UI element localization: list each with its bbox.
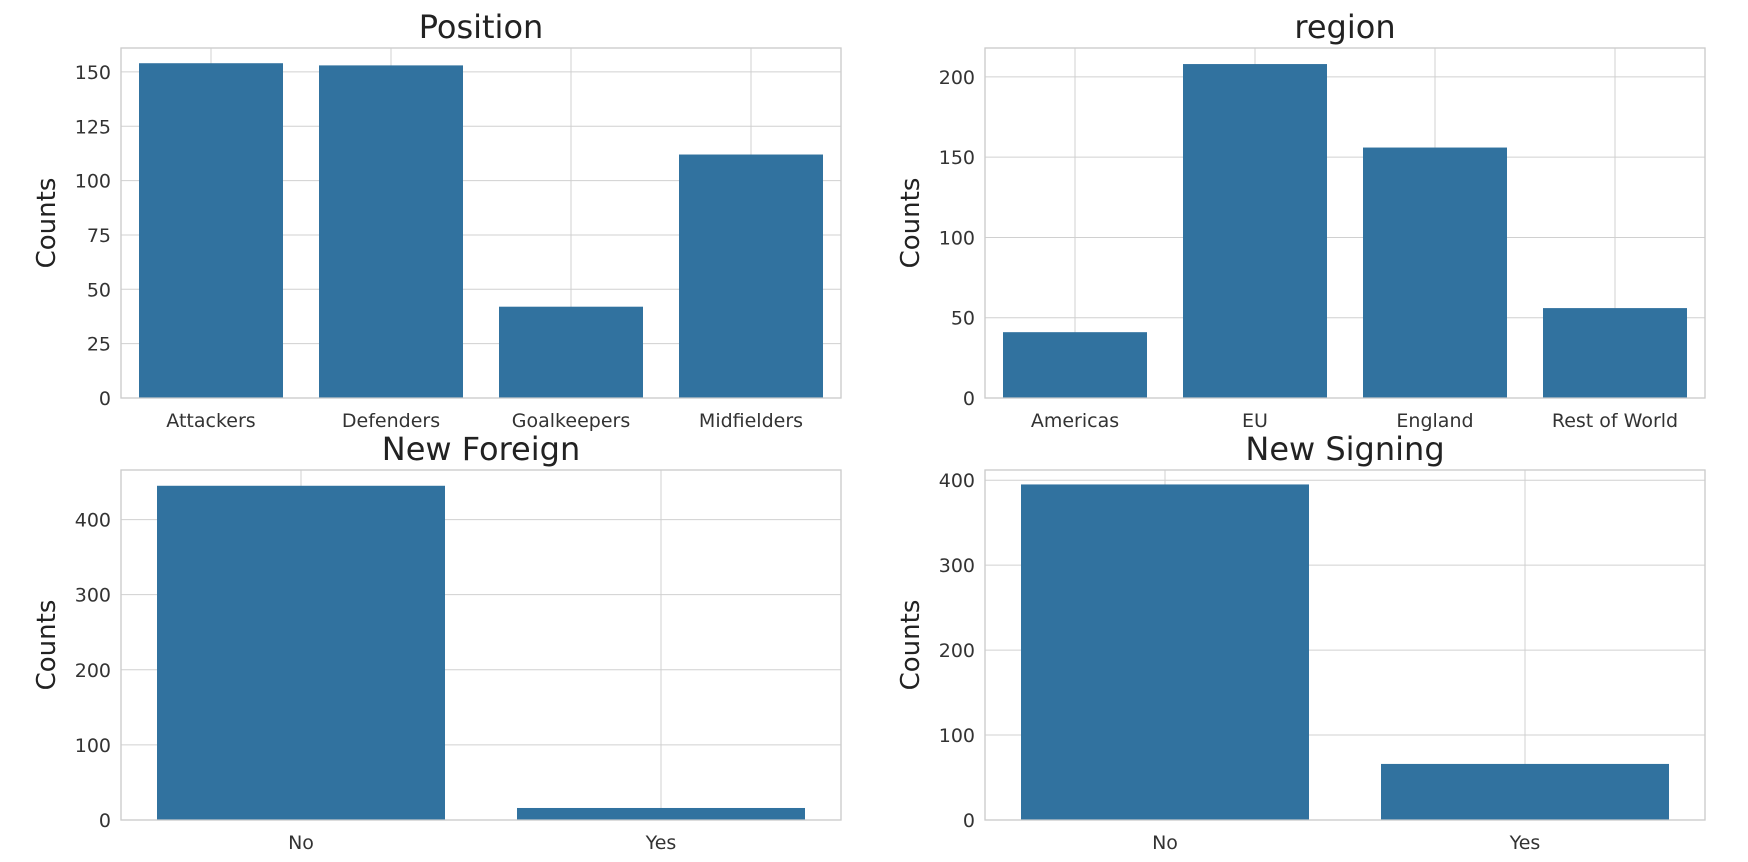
bar-americas	[1003, 332, 1147, 398]
x-tick-label: No	[1152, 832, 1178, 854]
y-tick-label: 150	[939, 147, 975, 169]
x-tick-label: EU	[1242, 410, 1268, 432]
plot-border	[120, 47, 842, 399]
chart-title: New Signing	[1245, 430, 1444, 468]
y-axis-title: Counts	[896, 178, 926, 269]
bar-england	[1363, 147, 1507, 398]
y-tick-label: 50	[87, 279, 111, 301]
bar-goalkeepers	[499, 306, 643, 398]
chart-panel-new-signing: 0 100 200 300 400 No Yes New Signing Counts	[896, 430, 1706, 854]
y-tick-label: 300	[939, 555, 975, 577]
x-tick-label: England	[1396, 410, 1473, 432]
y-tick-label: 100	[75, 171, 111, 193]
y-axis-title: Counts	[896, 600, 926, 691]
x-tick-label: No	[288, 832, 314, 854]
bar-no	[1021, 484, 1309, 820]
bar-yes	[517, 807, 805, 820]
plot-border	[984, 469, 1706, 821]
bar-no	[157, 485, 445, 820]
plot-border	[120, 469, 842, 821]
x-tick-label: Midfielders	[699, 410, 803, 432]
x-tick-label: Defenders	[342, 410, 440, 432]
y-tick-label: 25	[87, 334, 111, 356]
y-tick-label: 50	[951, 308, 975, 330]
plot-border	[984, 47, 1706, 399]
bar-attackers	[139, 63, 283, 398]
y-tick-label: 0	[963, 810, 975, 832]
chart-title: Position	[419, 8, 544, 46]
y-tick-label: 150	[75, 62, 111, 84]
y-tick-label: 0	[99, 810, 111, 832]
x-tick-label: Yes	[645, 832, 677, 854]
y-tick-label: 300	[75, 585, 111, 607]
y-tick-label: 200	[939, 640, 975, 662]
y-tick-label: 0	[963, 388, 975, 410]
y-tick-label: 100	[939, 725, 975, 747]
x-tick-label: Americas	[1031, 410, 1119, 432]
chart-panel-region: 0 50 100 150 200 Americas EU England Rest of Wor…	[896, 8, 1706, 432]
y-tick-label: 100	[75, 735, 111, 757]
chart-panel-new-foreign: 0 100 200 300 400 No Yes New Foreign Counts	[32, 430, 842, 854]
y-tick-label: 125	[75, 116, 111, 138]
x-tick-label: Goalkeepers	[512, 410, 630, 432]
bar-midfielders	[679, 154, 823, 398]
chart-title: New Foreign	[382, 430, 580, 468]
y-tick-label: 200	[939, 67, 975, 89]
bar-defenders	[319, 65, 463, 399]
y-tick-label: 75	[87, 225, 111, 247]
bar-yes	[1381, 763, 1669, 820]
y-tick-label: 100	[939, 227, 975, 249]
y-tick-label: 400	[939, 470, 975, 492]
bar-eu	[1183, 64, 1327, 398]
x-tick-label: Attackers	[166, 410, 255, 432]
y-tick-label: 0	[99, 388, 111, 410]
y-tick-label: 200	[75, 660, 111, 682]
x-tick-label: Yes	[1509, 832, 1541, 854]
chart-panel-position: 0 25 50 75 100 125 150 Attackers Defenders Goalke…	[32, 8, 842, 432]
chart-title: region	[1294, 8, 1395, 46]
x-tick-label: Rest of World	[1552, 410, 1678, 432]
y-axis-title: Counts	[32, 178, 62, 269]
y-tick-label: 400	[75, 510, 111, 532]
bar-rest-of-world	[1543, 308, 1687, 398]
y-axis-title: Counts	[32, 600, 62, 691]
